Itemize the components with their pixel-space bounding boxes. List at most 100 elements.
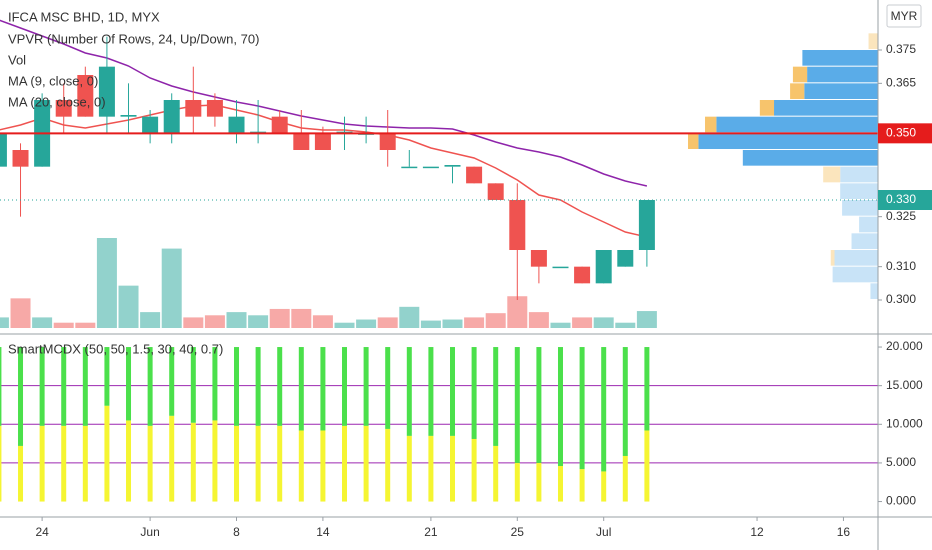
vpvr-down	[688, 133, 699, 149]
candle-body	[552, 266, 569, 269]
indicator-bar	[126, 420, 132, 502]
volume-bar	[0, 317, 9, 328]
volume-bar	[464, 317, 485, 328]
x-tick-label: 24	[35, 525, 49, 539]
volume-bar	[334, 322, 355, 328]
volume-bar	[550, 322, 571, 328]
volume-bar	[312, 315, 333, 328]
indicator-bar	[212, 347, 218, 421]
indicator-bar	[428, 435, 434, 502]
candle-body	[55, 100, 72, 117]
indicator-bar	[449, 435, 455, 502]
currency: MYR	[891, 9, 918, 23]
volume-bar	[183, 317, 204, 328]
vpvr-down	[792, 66, 808, 83]
indicator-bar	[622, 455, 628, 502]
vpvr-down	[759, 100, 775, 116]
indicator-title: SmartMCDX (50, 50, 1.5, 30, 40, 0.7)	[8, 341, 223, 356]
indicator-bar	[147, 425, 153, 502]
indicator-bar	[471, 438, 477, 502]
indicator-bar	[61, 347, 67, 426]
price-pane	[0, 19, 878, 328]
x-tick-label: Jul	[596, 525, 611, 539]
currency-box[interactable]	[886, 4, 922, 28]
legend-volume: Vol	[8, 52, 26, 67]
indicator-bar	[104, 347, 110, 406]
indicator-bar	[406, 435, 412, 502]
candle-body	[638, 200, 655, 250]
vpvr-up	[870, 283, 878, 299]
indicator-bar	[82, 347, 88, 426]
indicator-bar	[428, 347, 434, 436]
candle-body	[595, 250, 612, 284]
indicator-bar	[536, 462, 542, 502]
candle-body	[271, 116, 288, 134]
vpvr-up	[807, 66, 878, 83]
candle-body	[163, 100, 180, 134]
indicator-bar	[169, 415, 175, 502]
indicator-bar	[385, 428, 391, 502]
candle-body	[120, 115, 137, 117]
volume-bar	[248, 315, 269, 328]
vpvr-up	[698, 133, 878, 149]
indicator-bar	[385, 347, 391, 429]
volume-bar	[226, 312, 247, 328]
indicator-bar	[212, 420, 218, 502]
volume-bar	[528, 312, 549, 328]
price-label-box	[878, 123, 932, 144]
candle-body	[206, 100, 223, 117]
volume-bar	[615, 322, 636, 328]
indicator-bar	[644, 430, 650, 502]
indicator-bar	[449, 347, 455, 436]
y-tick-label: 0.300	[886, 292, 916, 306]
candle-body	[509, 200, 526, 250]
indicator-bar	[320, 347, 326, 431]
candle-body	[98, 66, 115, 117]
vpvr-down	[705, 116, 717, 133]
indicator-bar	[557, 466, 563, 502]
indicator-bar	[493, 445, 499, 502]
candle-body	[466, 166, 483, 184]
y-tick-label: 0.375	[886, 42, 916, 56]
x-tick-label: 16	[837, 525, 851, 539]
indicator-bar	[622, 347, 628, 456]
x-tick-label: 25	[511, 525, 525, 539]
candle-body	[444, 165, 461, 167]
candle-body	[228, 116, 245, 134]
candle-body	[422, 166, 439, 169]
indicator-bar	[298, 430, 304, 502]
y-tick-label: 0.310	[886, 259, 916, 273]
x-tick-label: Jun	[140, 525, 159, 539]
x-tick-label: 8	[233, 525, 240, 539]
y-tick-label: 0.325	[886, 209, 916, 223]
indicator-bar	[320, 430, 326, 502]
volume-bar	[204, 315, 225, 328]
volume-bar	[118, 285, 139, 328]
candle-body	[530, 250, 547, 267]
volume-bar	[507, 296, 528, 328]
candle-body	[0, 133, 7, 167]
volume-bar	[636, 311, 657, 328]
indicator-bar	[363, 347, 369, 426]
indicator-bar	[255, 425, 261, 502]
indicator-bar	[298, 347, 304, 431]
candle-body	[574, 266, 591, 284]
indicator-bar	[0, 425, 2, 502]
volume-bar	[399, 306, 420, 328]
volume-bar	[161, 248, 182, 328]
vpvr-up	[802, 50, 878, 66]
x-tick-label: 14	[316, 525, 330, 539]
vpvr-up	[859, 216, 878, 233]
legend-vpvr: VPVR (Number Of Rows, 24, Up/Down, 70)	[8, 31, 259, 46]
indicator-bar	[234, 425, 240, 502]
candle-body	[12, 150, 29, 167]
volume-bar	[10, 298, 31, 328]
indicator-bar	[342, 425, 348, 502]
indicator-bar	[169, 347, 175, 416]
chart-title: IFCA MSC BHD, 1D, MYX	[8, 9, 160, 24]
candle-body	[293, 133, 310, 150]
indicator-bar	[82, 425, 88, 502]
indicator-bar	[234, 347, 240, 426]
volume-bar	[53, 322, 74, 328]
vpvr-down	[823, 166, 841, 183]
